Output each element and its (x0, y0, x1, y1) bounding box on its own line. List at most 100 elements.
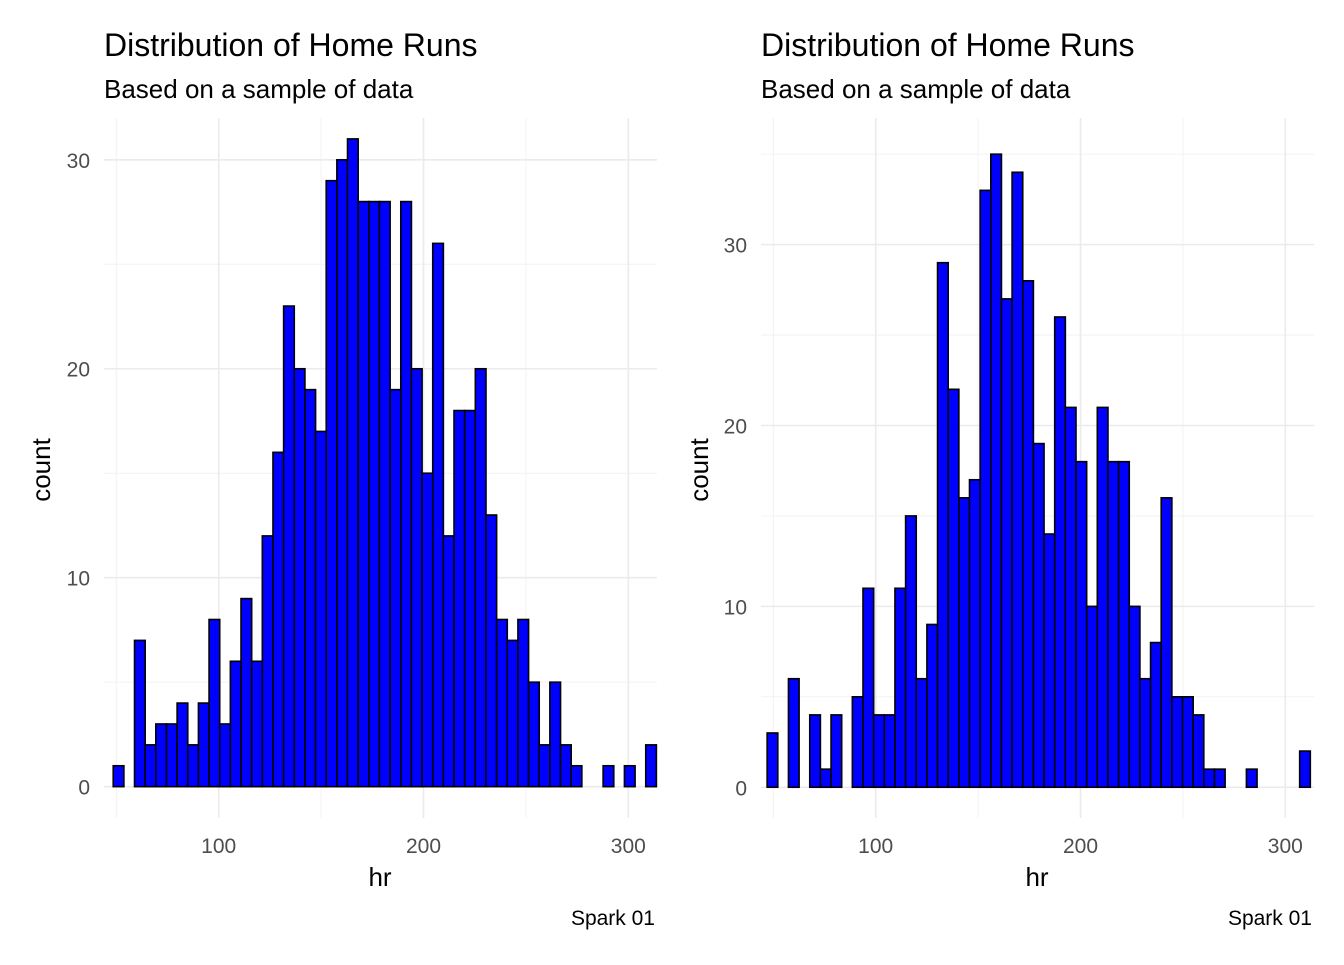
chart-caption: Spark 01 (1228, 907, 1312, 930)
histogram-bar (1128, 605, 1141, 789)
histogram-bar (176, 702, 189, 788)
x-axis-title: hr (368, 862, 391, 892)
histogram-bar (926, 623, 939, 789)
tick-labels: 100 200 300 0 10 20 30 (724, 235, 1303, 858)
histogram-bar (495, 618, 509, 788)
y-tick-label: 20 (724, 415, 747, 438)
histogram-bar (314, 430, 328, 788)
histogram-bar (851, 696, 864, 789)
histogram-bar (1043, 533, 1056, 789)
histogram-bar (644, 744, 658, 788)
histogram-bar (421, 472, 434, 788)
histogram-bar (1139, 677, 1152, 789)
y-tick-label: 10 (67, 568, 90, 591)
histogram-bar (1107, 460, 1120, 789)
histogram-bar (808, 714, 822, 789)
histogram-bar (1298, 750, 1312, 789)
x-tick-label: 300 (1268, 835, 1303, 858)
histogram-bar (1064, 406, 1077, 789)
bars (766, 153, 1312, 789)
histogram-bar (1075, 460, 1088, 789)
y-tick-label: 0 (78, 777, 90, 800)
histogram-bar (144, 744, 157, 788)
histogram-bar (1171, 696, 1184, 789)
histogram-bar (1011, 171, 1024, 789)
histogram-bar (1203, 768, 1216, 789)
histogram-bar (623, 764, 636, 788)
histogram-bar (474, 367, 487, 788)
histogram-bar (1149, 641, 1163, 789)
y-tick-label: 0 (735, 777, 747, 800)
histogram-bar (304, 388, 317, 788)
y-axis-title: count (26, 437, 56, 501)
histogram-bar (485, 514, 498, 788)
y-tick-label: 30 (724, 235, 747, 258)
histogram-bar (830, 714, 843, 789)
histogram-bar (766, 732, 779, 789)
histogram-bar (1192, 714, 1205, 789)
x-tick-label: 100 (858, 835, 893, 858)
histogram-bar (325, 179, 338, 788)
x-tick-label: 200 (1063, 835, 1098, 858)
y-axis-title: count (684, 437, 714, 501)
histogram-bar (378, 200, 391, 788)
histogram-bar (293, 367, 306, 788)
histogram-bar (559, 744, 572, 788)
histogram-bar (336, 158, 349, 788)
histogram-bar (261, 535, 274, 788)
histogram-bar (442, 535, 455, 788)
histogram-bar (958, 497, 971, 789)
histogram-bar (165, 723, 178, 788)
histogram-bar (197, 702, 210, 788)
histogram-bar (357, 200, 370, 788)
histogram-bar (894, 587, 907, 789)
histogram-bar (1213, 768, 1226, 789)
histogram-bar (272, 451, 285, 788)
histogram-bar (787, 677, 800, 789)
histogram-bar (1181, 696, 1194, 789)
histogram-bar (979, 189, 992, 789)
histogram-bar (968, 478, 981, 789)
histogram-bar (883, 714, 896, 789)
histogram-bar (1096, 406, 1109, 789)
histogram-bar (1000, 298, 1013, 789)
histogram-bar (410, 367, 423, 788)
histogram-bar (346, 138, 359, 788)
histogram-bar (819, 768, 832, 789)
histogram-bar (538, 744, 551, 788)
histogram-bar (218, 723, 232, 788)
bars (112, 138, 658, 788)
histogram-bar (463, 409, 477, 788)
histogram-bar (208, 618, 221, 788)
histogram-bar (1160, 497, 1173, 789)
histogram-bar (862, 587, 875, 789)
histogram-bar (1117, 460, 1131, 789)
histogram-bar (250, 660, 264, 788)
histogram-bar (1021, 279, 1035, 789)
tick-labels: 100 200 300 0 10 20 30 (67, 150, 646, 858)
histogram-bar (570, 764, 583, 788)
histogram-bar (872, 714, 886, 789)
histogram-bar (602, 764, 615, 788)
histogram-panel-left: Distribution of Home Runs Based on a sam… (26, 27, 658, 930)
histogram-bar (1032, 442, 1045, 789)
histogram-bar (389, 388, 402, 788)
y-tick-label: 30 (67, 150, 90, 173)
histogram-panel-right: Distribution of Home Runs Based on a sam… (684, 27, 1314, 930)
histogram-bar (989, 153, 1003, 789)
x-axis-title: hr (1025, 862, 1048, 892)
histogram-bar (399, 200, 413, 788)
histogram-bar (133, 639, 146, 788)
histogram-bar (947, 388, 960, 789)
histogram-bar (915, 677, 928, 789)
histogram-bar (506, 639, 519, 788)
histogram-bar (229, 660, 242, 788)
histogram-bar (1245, 768, 1258, 789)
histogram-bar (1085, 605, 1099, 789)
histogram-bar (431, 242, 445, 788)
histogram-bar (936, 261, 949, 789)
histogram-bar (186, 744, 200, 788)
histogram-bar (155, 723, 168, 788)
histogram-bar (112, 764, 125, 788)
